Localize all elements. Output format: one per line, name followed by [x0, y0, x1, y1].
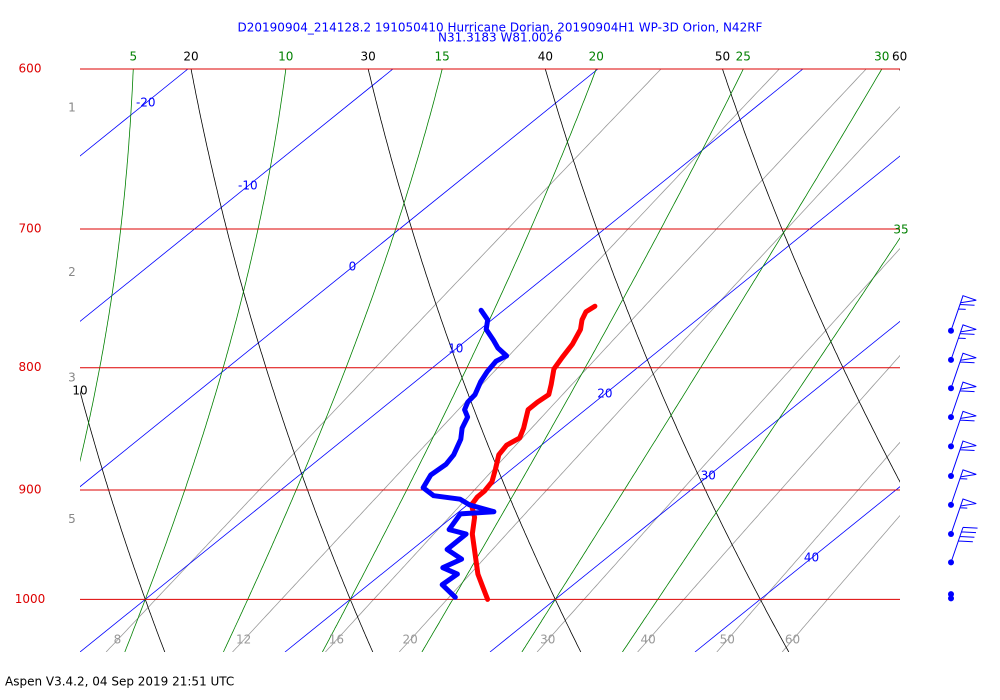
- isotherm-label: 10: [448, 342, 463, 356]
- wind-barb: [950, 410, 977, 447]
- wind-barb: [950, 498, 977, 535]
- moist-adiabat-label: 15: [435, 50, 450, 64]
- chart-title: D20190904_214128.2 191050410 Hurricane D…: [238, 21, 763, 35]
- isotherm: [284, 155, 900, 652]
- wind-barb: [950, 469, 977, 506]
- moist-adiabat-label: 30: [874, 50, 889, 64]
- wind-dot: [948, 591, 954, 598]
- isotherm: [80, 69, 804, 652]
- moist-adiabat-label: 20: [589, 50, 604, 64]
- mixing-ratio-label: 8: [114, 633, 122, 647]
- wind-barb: [950, 324, 977, 361]
- moist-adiabat: [421, 69, 744, 652]
- moist-adiabat: [124, 69, 287, 652]
- wind-barb: [950, 352, 977, 389]
- mixing-ratio-line: [716, 441, 900, 652]
- mixing-ratio-label: 60: [785, 633, 800, 647]
- height-label: 5: [68, 512, 76, 526]
- height-label: 3: [68, 371, 76, 385]
- mixing-ratio-line: [781, 514, 900, 652]
- dewpoint-profile: [420, 307, 510, 600]
- y-tick-label: 1000: [15, 592, 46, 606]
- isotherm-label: -20: [136, 96, 156, 110]
- moist-adiabat: [322, 69, 597, 652]
- moist-adiabat-label: 25: [736, 50, 751, 64]
- mixing-ratio-label: 30: [540, 633, 555, 647]
- y-tick-label: 900: [19, 482, 42, 496]
- wind-barb: [950, 526, 978, 563]
- moist-adiabat: [223, 69, 443, 652]
- mixing-ratio-label: 50: [720, 633, 735, 647]
- mixing-ratio-line: [325, 69, 867, 652]
- wind-barb: [950, 295, 977, 331]
- wind-barb: [950, 381, 977, 418]
- isotherm: [80, 69, 394, 322]
- dry-adiabat-label: 40: [538, 50, 553, 64]
- mixing-ratio-label: 40: [641, 633, 656, 647]
- mixing-ratio-line: [105, 69, 662, 652]
- height-label: 1: [68, 101, 76, 115]
- y-tick-label: 800: [19, 360, 42, 374]
- dry-adiabat: [190, 69, 374, 652]
- isotherm: [489, 320, 900, 652]
- isotherm-label: 30: [701, 469, 716, 483]
- isotherm-label: -10: [238, 179, 258, 193]
- mixing-ratio-line: [536, 247, 900, 652]
- dry-adiabat-label: 50: [715, 50, 730, 64]
- isotherm-label: 40: [804, 551, 819, 565]
- moist-adiabat: [622, 237, 900, 652]
- temperature-profile: [469, 303, 598, 602]
- dry-adiabat-label: 60: [892, 50, 907, 64]
- dry-adiabat: [722, 69, 900, 483]
- wind-dot: [948, 595, 954, 602]
- mixing-ratio-line: [637, 354, 900, 652]
- dry-adiabat-label: 20: [183, 50, 198, 64]
- dry-adiabat: [544, 69, 790, 652]
- moist-adiabat: [80, 69, 134, 463]
- dry-adiabat: [80, 390, 166, 652]
- dry-adiabat-label: 30: [361, 50, 376, 64]
- mixing-ratio-label: 20: [402, 633, 417, 647]
- plot-area: [80, 69, 900, 652]
- mixing-ratio-line: [398, 106, 900, 652]
- isotherm: [694, 486, 900, 652]
- moist-adiabat-label: 5: [129, 50, 137, 64]
- y-tick-label: 600: [19, 62, 42, 76]
- isotherm: [80, 69, 599, 488]
- mixing-ratio-label: 16: [329, 633, 344, 647]
- moist-adiabat-label: 35: [893, 222, 908, 236]
- moist-adiabat-label: 10: [278, 50, 293, 64]
- dry-adiabat-label: 10: [72, 383, 87, 397]
- y-tick-label: 700: [19, 222, 42, 236]
- isotherm-label: 20: [597, 387, 612, 401]
- wind-barb: [950, 440, 977, 477]
- mixing-ratio-label: 12: [236, 633, 251, 647]
- moist-adiabat: [521, 69, 883, 652]
- chart-subtitle: N31.3183 W81.0026: [438, 31, 562, 45]
- isotherm-label: 0: [349, 260, 357, 274]
- height-label: 2: [68, 265, 76, 279]
- footer: Aspen V3.4.2, 04 Sep 2019 21:51 UTC: [5, 675, 234, 689]
